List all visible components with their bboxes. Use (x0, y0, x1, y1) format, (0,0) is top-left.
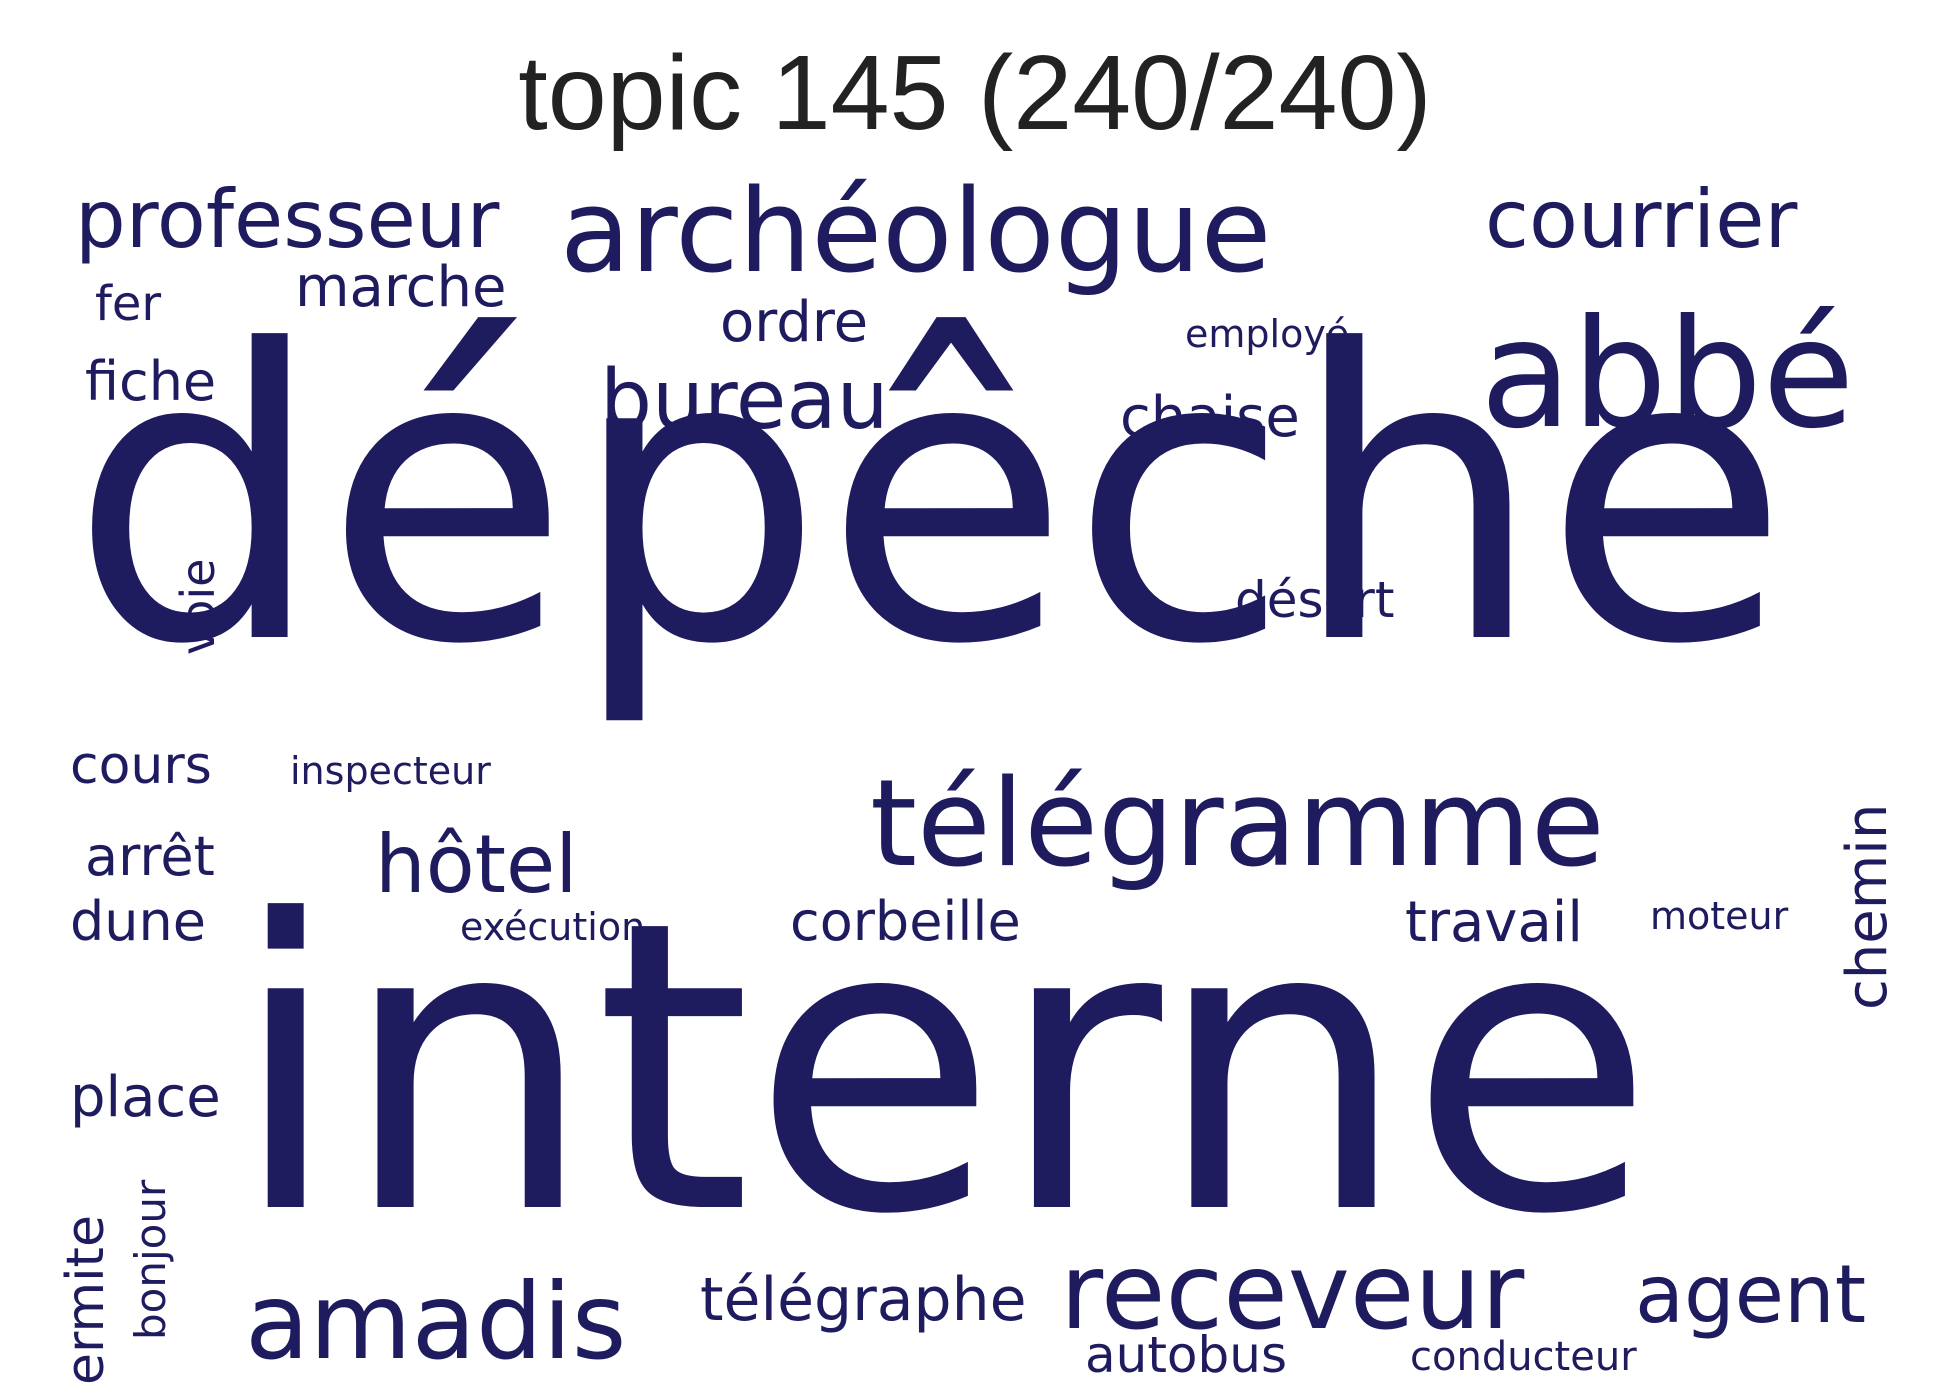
word-ermite: ermite (56, 1215, 116, 1385)
word-abbe: abbé (1480, 288, 1855, 462)
word-desert: désert (1235, 571, 1395, 629)
word-moteur: moteur (1650, 894, 1789, 938)
word-autobus: autobus (1085, 1326, 1288, 1384)
word-amadis: amadis (245, 1261, 627, 1383)
word-voie: voie (171, 558, 225, 655)
word-interne: interne (230, 837, 1655, 1302)
word-arret: arrêt (85, 825, 215, 888)
word-dune: dune (70, 890, 206, 953)
word-inspecteur: inspecteur (290, 749, 491, 793)
word-archeologue: archéologue (560, 165, 1272, 299)
word-telegraphe: télégraphe (700, 1265, 1027, 1335)
word-fiche: fiche (85, 350, 217, 413)
word-place: place (70, 1065, 221, 1130)
word-ordre: ordre (720, 290, 869, 355)
word-depeche: dépêche (70, 267, 1790, 732)
word-chaise: chaise (1120, 385, 1300, 450)
cloud-title: topic 145 (240/240) (518, 34, 1432, 152)
word-marche: marche (295, 255, 507, 320)
word-fer: fer (95, 276, 162, 332)
word-telegramme: télégramme (870, 755, 1605, 894)
word-cours: cours (70, 736, 212, 796)
word-employe: employé (1185, 312, 1350, 356)
word-hotel: hôtel (375, 818, 578, 911)
word-conducteur: conducteur (1410, 1334, 1637, 1380)
word-chemin: chemin (1835, 803, 1900, 1010)
word-courrier: courrier (1485, 173, 1798, 266)
word-execution: exécution (460, 905, 646, 949)
word-bureau: bureau (600, 353, 889, 448)
word-professeur: professeur (75, 173, 500, 266)
word-receveur: receveur (1060, 1231, 1525, 1353)
word-travail: travail (1405, 890, 1583, 955)
word-bonjour: bonjour (126, 1179, 175, 1340)
word-corbeille: corbeille (790, 890, 1021, 953)
word-agent: agent (1635, 1248, 1867, 1341)
